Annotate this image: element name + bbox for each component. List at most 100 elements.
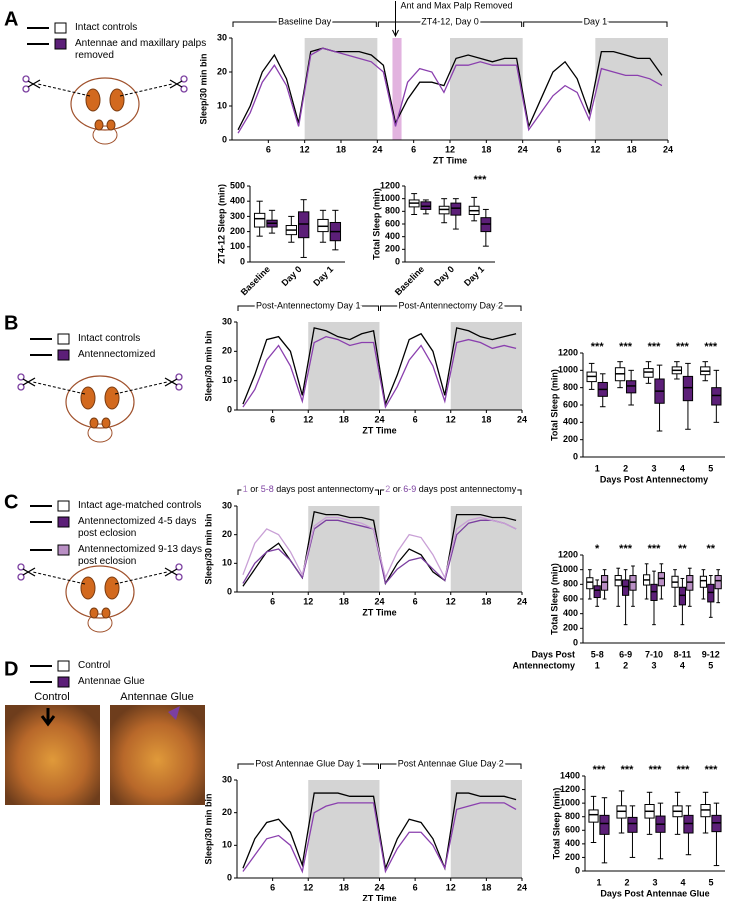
legend-label: Antennectomized 9-13 days post eclosion <box>78 544 202 567</box>
dark-period <box>308 322 380 410</box>
x-tick-label: 9-12 <box>702 649 720 659</box>
box <box>711 387 722 406</box>
legend-item: Intact age-matched controls <box>30 500 218 512</box>
legend-label: Antennectomized 4-5 days post eclosion <box>78 516 197 539</box>
y-tick-label: 800 <box>565 811 580 821</box>
x-axis-label: Days Post Antennectomy <box>600 474 708 484</box>
panel-letter: D <box>4 658 18 680</box>
box <box>699 575 708 588</box>
x-tick-label: 1 <box>595 463 600 473</box>
x-tick-label: Day 1 <box>311 264 335 288</box>
arrow-glue <box>168 706 180 720</box>
y-tick-label: 0 <box>395 256 400 266</box>
x-tick-label: 4 <box>680 463 685 473</box>
x-axis-label: Days Post <box>531 649 575 659</box>
x-tick-label: 12 <box>445 144 455 154</box>
fly-diagram <box>17 563 183 633</box>
y-axis-label: Total Sleep (min) <box>549 563 559 635</box>
legend: Intact controls Antennae and maxillary pa… <box>27 22 215 66</box>
x-tick-label: 24 <box>374 596 384 606</box>
annotation-arrowhead <box>392 29 399 38</box>
x-tick-label: 24 <box>663 144 673 154</box>
legend-box <box>57 500 70 512</box>
fly-diagram <box>17 373 183 443</box>
legend-swatch <box>30 660 70 672</box>
fly-diagram <box>22 75 188 145</box>
y-axis-label: Sleep/30 min bin <box>203 513 213 584</box>
y-tick-label: 800 <box>563 579 578 589</box>
legend-label: Antennae Glue <box>78 676 145 687</box>
y-tick-label: 400 <box>563 417 578 427</box>
y-tick-label: 200 <box>563 434 578 444</box>
legend-item: Antennectomized <box>30 349 155 361</box>
x-tick-label: 6 <box>270 596 275 606</box>
x-tick-label: 6 <box>270 414 275 424</box>
legend-label: Intact controls <box>78 333 141 344</box>
y-tick-label: 1000 <box>558 365 578 375</box>
photo-glue <box>110 705 205 805</box>
photo-caption: Control <box>34 691 69 703</box>
y-tick-label: 10 <box>222 840 232 850</box>
x-tick-label: 24 <box>374 882 384 892</box>
x-tick-label-2: 3 <box>651 660 656 670</box>
y-tick-label: 10 <box>217 100 227 110</box>
x-tick-label: 18 <box>481 882 491 892</box>
day-label-part: or <box>248 484 261 494</box>
x-tick-label: 6 <box>411 144 416 154</box>
box <box>682 375 694 402</box>
x-tick-label: 6 <box>556 144 561 154</box>
x-tick-label: 12 <box>590 144 600 154</box>
day-label-part: 2 <box>385 484 390 494</box>
x-tick-label: 18 <box>339 414 349 424</box>
legend-label: Control <box>78 660 111 671</box>
y-axis-label: Total Sleep (min) <box>371 188 381 260</box>
y-tick-label: 0 <box>240 256 245 266</box>
series-line <box>242 519 517 585</box>
series-line <box>242 327 517 407</box>
x-tick-label: 12 <box>446 596 456 606</box>
x-tick-label: 5 <box>708 877 713 887</box>
x-tick-label: 7-10 <box>645 649 663 659</box>
day-label-part: or <box>390 484 403 494</box>
x-tick-label-2: 4 <box>680 660 685 670</box>
x-tick-label: 12 <box>446 882 456 892</box>
x-tick-label: 24 <box>517 414 527 424</box>
box <box>599 814 610 835</box>
y-tick-label: 0 <box>227 404 232 414</box>
day-label-part: days post antennectomy <box>274 484 375 494</box>
legend-item: Intact controls <box>30 333 155 345</box>
significance: ** <box>678 543 687 555</box>
y-tick-label: 600 <box>563 399 578 409</box>
x-tick-label: 3 <box>652 877 657 887</box>
y-tick-label: 800 <box>385 206 400 216</box>
y-tick-label: 0 <box>573 637 578 647</box>
legend-item: Control <box>30 660 145 672</box>
y-tick-label: 1200 <box>558 347 578 357</box>
x-tick-label: 18 <box>339 882 349 892</box>
y-tick-label: 600 <box>563 593 578 603</box>
x-axis-label: ZT Time <box>362 893 396 901</box>
x-axis-label: ZT Time <box>362 607 396 617</box>
legend-item: Antennae and maxillary palps removed <box>27 38 215 62</box>
y-tick-label: 200 <box>563 623 578 633</box>
box <box>621 579 630 596</box>
day-label: Baseline Day <box>278 16 332 26</box>
significance: *** <box>593 764 607 776</box>
day-bracket <box>380 489 522 495</box>
legend-box <box>57 349 70 361</box>
x-tick-label: 24 <box>517 882 527 892</box>
x-tick-label: 2 <box>624 877 629 887</box>
box <box>643 368 654 378</box>
legend-swatch <box>30 333 70 345</box>
day-bracket <box>232 21 377 27</box>
series-line <box>242 792 517 871</box>
legend-item: Antennectomized 4-5 days post eclosion <box>30 516 218 540</box>
box <box>714 575 722 590</box>
day-label-part: days post antennectomy <box>416 484 517 494</box>
significance: ** <box>707 543 716 555</box>
x-tick-label-2: 1 <box>595 660 600 670</box>
significance: *** <box>619 341 633 353</box>
significance: * <box>595 543 600 555</box>
x-tick-label: 3 <box>651 463 656 473</box>
